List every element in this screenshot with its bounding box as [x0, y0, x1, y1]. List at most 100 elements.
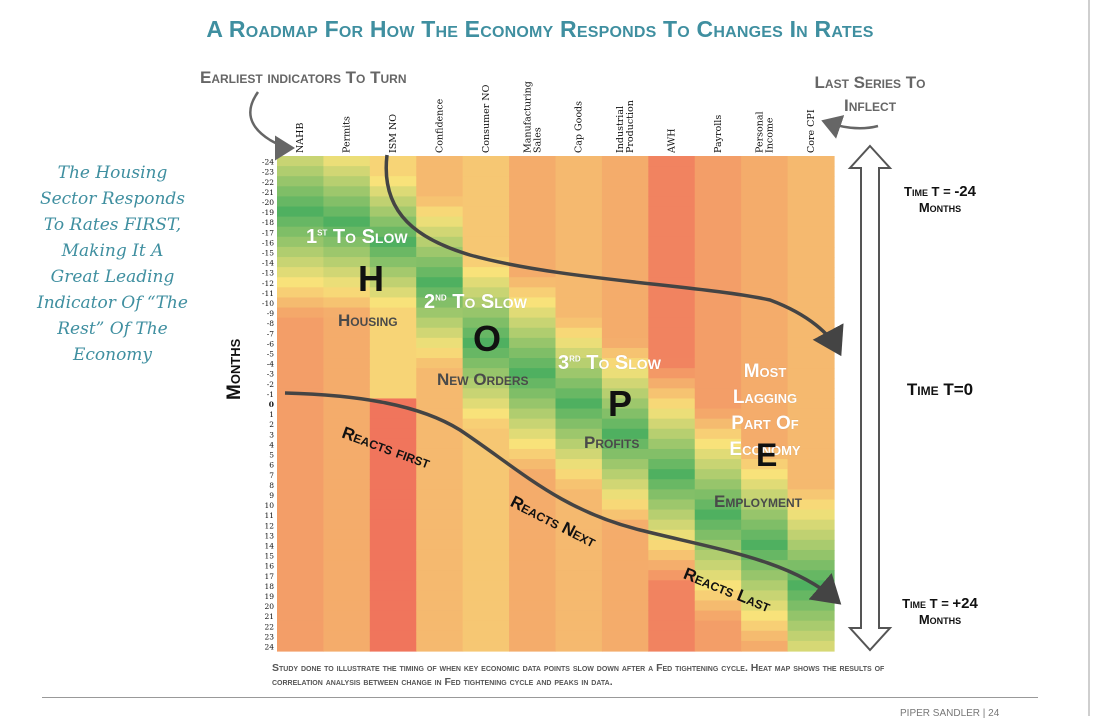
heatmap-cell: [509, 246, 557, 258]
heatmap-cell: [416, 630, 464, 642]
heatmap-cell: [416, 307, 464, 319]
heatmap-cell: [787, 347, 835, 359]
heatmap-cell: [694, 590, 742, 602]
heatmap-cell: [787, 519, 835, 531]
heatmap-cell: [741, 337, 789, 349]
heatmap-cell: [694, 196, 742, 208]
heatmap-cell: [741, 459, 789, 470]
heatmap-cell: [462, 509, 510, 521]
heatmap-cell: [416, 600, 464, 612]
side-note-line-1: Sector Responds: [39, 189, 186, 209]
heatmap-cell: [787, 620, 835, 632]
heatmap-cell: [277, 277, 325, 288]
heatmap-cell: [741, 206, 789, 218]
heatmap-cell: [601, 186, 649, 198]
heatmap-cell: [601, 206, 649, 218]
heatmap-cell: [323, 570, 371, 581]
heatmap-cell: [555, 246, 603, 258]
heatmap-cell: [694, 317, 742, 329]
side-note: The Housing Sector Responds To Rates FIRST…: [20, 160, 205, 368]
heatmap-cell: [555, 428, 603, 440]
heatmap-cell: [416, 438, 464, 450]
heatmap-cell: [462, 499, 510, 511]
heatmap-cell: [741, 257, 789, 268]
heatmap-cell: [694, 509, 742, 521]
heatmap-cell: [509, 499, 557, 511]
heatmap-cell: [416, 378, 464, 389]
last-series-label: Last Series To Inflect: [800, 71, 940, 117]
second-num: 2: [424, 291, 436, 313]
heatmap-cell: [323, 206, 371, 218]
heatmap-cell: [509, 287, 557, 299]
heatmap-cell: [277, 327, 325, 339]
row-label: 23: [264, 632, 274, 641]
heatmap-cell: [323, 236, 371, 248]
heatmap-cell: [323, 176, 371, 187]
divider: [42, 697, 1038, 698]
row-label: -1: [267, 390, 274, 399]
heatmap-cell: [555, 610, 603, 622]
heatmap-cell: [601, 418, 649, 430]
heatmap-cell: [555, 590, 603, 602]
heatmap-cell: [509, 156, 557, 167]
heatmap-cell: [509, 368, 557, 379]
heatmap-cell: [416, 570, 464, 581]
heatmap-cell: [416, 519, 464, 531]
column-label: Consumer NO: [481, 84, 492, 153]
heatmap-cell: [323, 489, 371, 501]
heatmap-cell: [694, 469, 742, 480]
heatmap-cell: [648, 216, 696, 228]
heatmap-cell: [648, 388, 696, 400]
heatmap-cell: [369, 620, 417, 632]
time-bottom-value: +24: [952, 595, 978, 612]
heatmap-cell: [787, 630, 835, 642]
heatmap-cell: [787, 539, 835, 551]
heatmap-cell: [694, 176, 742, 187]
heatmap-cell: [369, 287, 417, 299]
heatmap-cell: [509, 418, 557, 430]
column-label: Payrolls: [713, 115, 724, 153]
heatmap-cell: [462, 287, 510, 299]
heatmap-cell: [462, 358, 510, 369]
heatmap-cell: [555, 539, 603, 551]
heatmap-cell: [369, 156, 417, 167]
heatmap-cell: [369, 206, 417, 218]
heatmap-cell: [601, 378, 649, 389]
heatmap-cell: [555, 489, 603, 501]
heatmap-cell: [555, 580, 603, 591]
heatmap-cell: [462, 529, 510, 541]
heatmap-cell: [601, 388, 649, 400]
heatmap-cell: [462, 317, 510, 329]
heatmap-cell: [369, 600, 417, 612]
heatmap-cell: [741, 226, 789, 238]
heatmap-cell: [648, 499, 696, 511]
heatmap-cell: [416, 267, 464, 278]
heatmap-cell: [416, 428, 464, 440]
heatmap-cell: [648, 630, 696, 642]
heatmap-cell: [509, 216, 557, 228]
heatmap-cell: [277, 358, 325, 369]
heatmap-cell: [648, 640, 696, 652]
heatmap-cell: [741, 428, 789, 440]
heatmap-cell: [694, 226, 742, 238]
heatmap-cell: [509, 479, 557, 490]
heatmap-cell: [601, 549, 649, 561]
lower-curve: [284, 391, 842, 605]
heatmap-cell: [648, 166, 696, 177]
heatmap-cell: [648, 287, 696, 299]
heatmap-cell: [323, 398, 371, 410]
heatmap-cell: [462, 196, 510, 208]
heatmap-cell: [416, 388, 464, 400]
row-label: 0: [269, 400, 274, 409]
heatmap-cell: [787, 640, 835, 652]
heatmap-cell: [369, 529, 417, 541]
heatmap-cell: [741, 277, 789, 288]
heatmap-cell: [416, 459, 464, 470]
heatmap-cell: [555, 347, 603, 359]
column-label: Core CPI: [806, 109, 817, 153]
heatmap-cell: [555, 529, 603, 541]
column-label: Income: [764, 117, 775, 153]
heatmap-cell: [277, 600, 325, 612]
heatmap-cell: [462, 620, 510, 632]
column-label: NAHB: [295, 123, 306, 153]
